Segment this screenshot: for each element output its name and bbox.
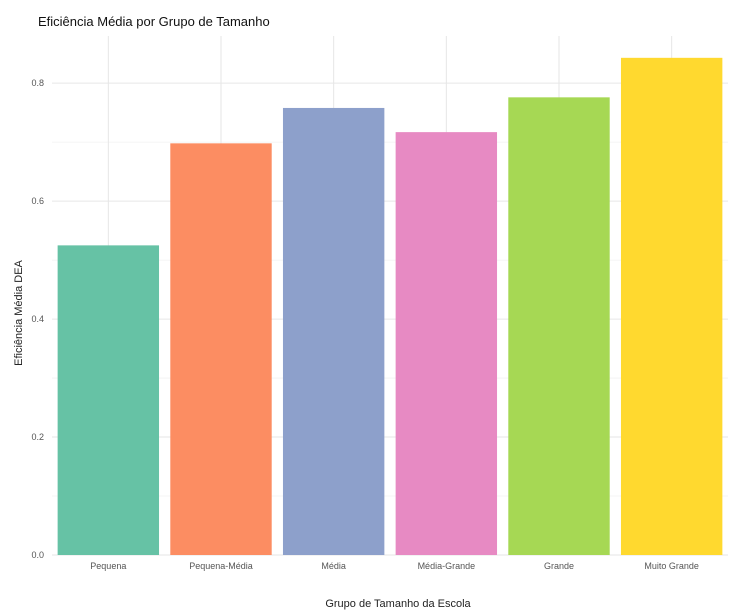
x-tick-label: Média-Grande: [418, 561, 476, 571]
y-tick-label: 0.2: [31, 432, 44, 442]
x-tick-label: Pequena: [90, 561, 126, 571]
bars: [57, 57, 723, 556]
bar: [170, 143, 272, 556]
y-tick-label: 0.4: [31, 314, 44, 324]
x-tick-label: Média: [321, 561, 346, 571]
x-axis-title: Grupo de Tamanho da Escola: [325, 598, 471, 610]
bar: [620, 57, 723, 555]
y-tick-label: 0.6: [31, 196, 44, 206]
x-tick-label: Muito Grande: [644, 561, 699, 571]
bar: [395, 132, 498, 556]
bar: [282, 107, 385, 555]
x-axis-tick-labels: Pequena Pequena-Média Média Média-Grande Gra…: [90, 561, 699, 571]
x-tick-label: Grande: [544, 561, 574, 571]
y-axis-title: Eficiência Média DEA: [13, 259, 25, 365]
y-axis-tick-labels: 0.0 0.2 0.4 0.6 0.8: [31, 78, 44, 560]
x-tick-label: Pequena-Média: [189, 561, 253, 571]
chart-title: Eficiência Média por Grupo de Tamanho: [38, 14, 270, 29]
bar: [508, 97, 610, 555]
y-tick-label: 0.0: [31, 550, 44, 560]
bar: [57, 245, 160, 555]
y-tick-label: 0.8: [31, 78, 44, 88]
